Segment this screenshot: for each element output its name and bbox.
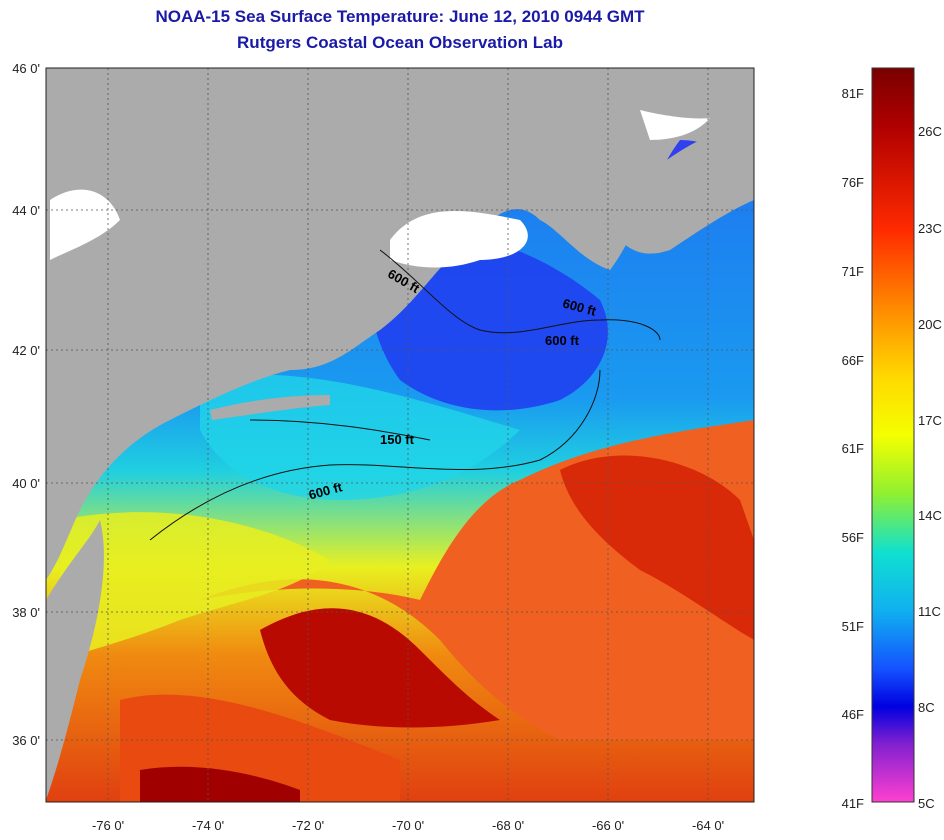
colorbar-f-label: 71F: [841, 264, 864, 279]
lon-tick: -74 0': [191, 818, 225, 833]
lon-tick: -68 0': [491, 818, 525, 833]
map-subtitle: Rutgers Coastal Ocean Observation Lab: [237, 33, 563, 52]
colorbar: [871, 67, 915, 803]
nova-scotia: [600, 130, 754, 254]
colorbar-f-label: 51F: [841, 619, 864, 634]
colorbar-c-label: 14C: [918, 508, 942, 523]
colorbar-f-label: 76F: [841, 175, 864, 190]
gulf-stream-hot: [260, 608, 500, 728]
colorbar-f-label: 56F: [841, 530, 864, 545]
depth-label-150: 150 ft: [380, 432, 414, 447]
colorbar-c-label: 23C: [918, 221, 942, 236]
lat-tick: 40 0': [12, 476, 40, 491]
colorbar-c-label: 20C: [918, 317, 942, 332]
mid-yellow-band: [60, 512, 330, 660]
lat-lon-grid: [46, 68, 754, 802]
colorbar-f-label: 41F: [841, 796, 864, 811]
southern-hot: [140, 766, 300, 802]
lat-tick: 36 0': [12, 733, 40, 748]
lon-tick: -64 0': [691, 818, 725, 833]
colorbar-c-label: 17C: [918, 413, 942, 428]
land-mass: [46, 68, 754, 580]
colorbar-c-label: 26C: [918, 124, 942, 139]
colorbar-f-label: 66F: [841, 353, 864, 368]
delmarva: [46, 520, 104, 800]
map-title: NOAA-15 Sea Surface Temperature: June 12…: [155, 7, 645, 26]
depth-label-600-bank: 600 ft: [545, 333, 579, 348]
lon-tick: -70 0': [391, 818, 425, 833]
lon-tick: -66 0': [591, 818, 625, 833]
cloud-maine-coast: [390, 211, 528, 268]
lon-tick: -76 0': [91, 818, 125, 833]
colorbar-c-label: 11C: [918, 604, 941, 619]
cloud-inland: [50, 189, 120, 260]
long-island: [210, 395, 330, 420]
colorbar-c-label: 5C: [918, 796, 935, 811]
map-frame: [45, 67, 755, 803]
lat-tick: 44 0': [12, 203, 40, 218]
warm-eddy: [560, 455, 754, 640]
lon-tick: -72 0': [291, 818, 325, 833]
cloud-fundy: [640, 110, 710, 140]
lat-tick: 38 0': [12, 605, 40, 620]
colorbar-f-label: 46F: [841, 707, 864, 722]
colorbar-f-label: 61F: [841, 441, 864, 456]
map-image: [46, 68, 754, 802]
colorbar-f-label: 81F: [841, 86, 864, 101]
bathymetry-contours: [149, 249, 661, 541]
colorbar-c-label: 8C: [918, 700, 935, 715]
lat-tick: 42 0': [12, 343, 40, 358]
lat-tick: 46 0': [12, 61, 40, 76]
